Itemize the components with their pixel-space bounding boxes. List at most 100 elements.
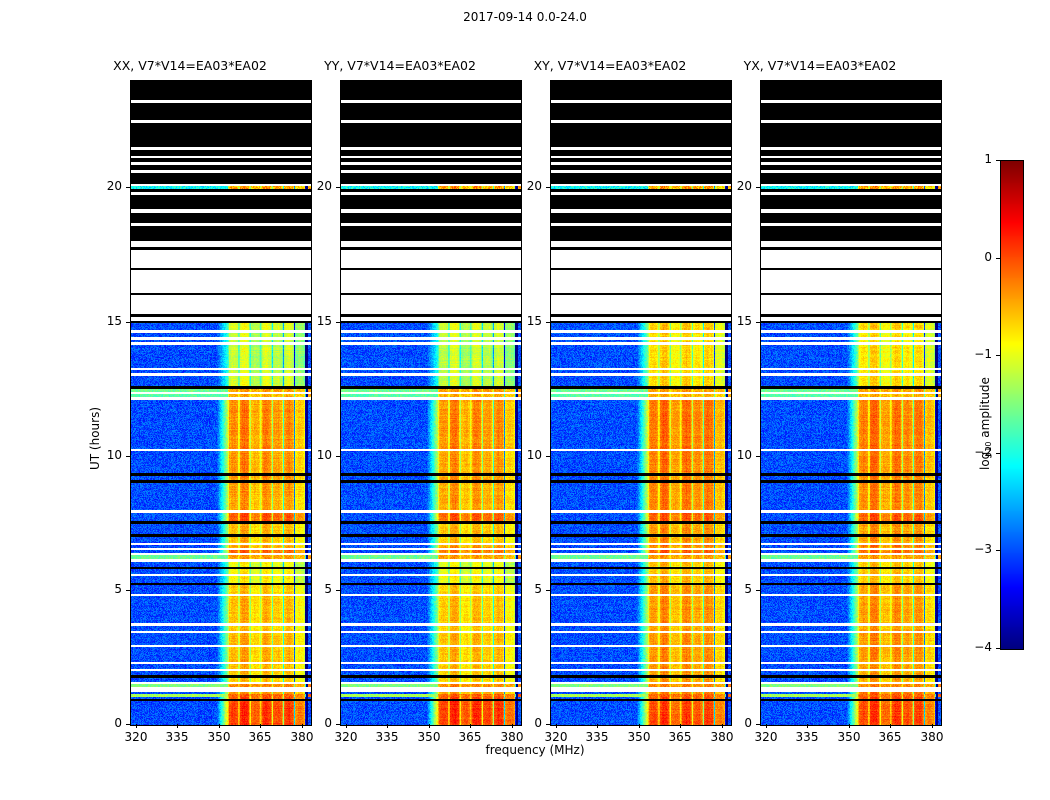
x-tick-label: 335 <box>165 730 189 744</box>
x-tick-label: 380 <box>290 730 314 744</box>
x-tick-label: 350 <box>207 730 231 744</box>
y-tick-mark <box>126 724 130 725</box>
x-tick-mark <box>177 724 178 728</box>
x-tick-mark <box>219 724 220 728</box>
colorbar-tick-label: −4 <box>974 640 992 654</box>
y-tick-mark <box>126 590 130 591</box>
colorbar-tick-mark <box>996 355 1000 356</box>
y-tick-mark <box>126 322 130 323</box>
y-tick-mark <box>756 590 760 591</box>
y-tick-mark <box>126 187 130 188</box>
y-tick-mark <box>546 724 550 725</box>
x-tick-mark <box>722 724 723 728</box>
figure-suptitle: 2017-09-14 0.0-24.0 <box>463 10 587 24</box>
colorbar-tick-mark <box>996 550 1000 551</box>
waterfall-panel-yx[interactable] <box>760 80 942 726</box>
x-tick-mark <box>766 724 767 728</box>
y-tick-mark <box>336 187 340 188</box>
y-tick-mark <box>336 322 340 323</box>
y-tick-mark <box>546 187 550 188</box>
x-tick-mark <box>680 724 681 728</box>
colorbar-tick-label: 0 <box>984 250 992 264</box>
colorbar-tick-mark <box>996 160 1000 161</box>
x-tick-label: 320 <box>124 730 148 744</box>
y-tick-label: 10 <box>316 448 332 462</box>
y-tick-mark <box>756 322 760 323</box>
x-tick-mark <box>387 724 388 728</box>
panel-title-xx: XX, V7*V14=EA03*EA02 <box>113 58 267 73</box>
x-tick-label: 380 <box>920 730 944 744</box>
y-tick-label: 5 <box>324 582 332 596</box>
y-tick-mark <box>546 456 550 457</box>
waterfall-image-yx <box>761 81 941 725</box>
x-tick-mark <box>556 724 557 728</box>
colorbar-gradient <box>1001 161 1023 649</box>
y-tick-label: 20 <box>316 179 332 193</box>
x-tick-label: 320 <box>544 730 568 744</box>
y-tick-label: 10 <box>526 448 542 462</box>
y-tick-label: 15 <box>106 314 122 328</box>
colorbar-tick-mark <box>996 453 1000 454</box>
x-tick-mark <box>512 724 513 728</box>
y-tick-label: 5 <box>534 582 542 596</box>
y-tick-label: 5 <box>744 582 752 596</box>
x-tick-label: 380 <box>710 730 734 744</box>
y-tick-mark <box>756 456 760 457</box>
x-tick-mark <box>346 724 347 728</box>
x-tick-mark <box>890 724 891 728</box>
colorbar[interactable] <box>1000 160 1024 650</box>
waterfall-panel-xx[interactable] <box>130 80 312 726</box>
y-tick-label: 0 <box>744 716 752 730</box>
y-tick-mark <box>126 456 130 457</box>
x-tick-mark <box>429 724 430 728</box>
x-tick-mark <box>136 724 137 728</box>
y-tick-mark <box>336 590 340 591</box>
y-tick-mark <box>336 724 340 725</box>
waterfall-image-xy <box>551 81 731 725</box>
x-tick-label: 350 <box>417 730 441 744</box>
x-tick-label: 350 <box>837 730 861 744</box>
y-tick-mark <box>546 590 550 591</box>
x-tick-label: 350 <box>627 730 651 744</box>
x-tick-label: 335 <box>585 730 609 744</box>
x-tick-label: 320 <box>334 730 358 744</box>
y-tick-label: 15 <box>316 314 332 328</box>
y-tick-label: 15 <box>526 314 542 328</box>
waterfall-panel-xy[interactable] <box>550 80 732 726</box>
y-tick-label: 10 <box>736 448 752 462</box>
x-axis-label: frequency (MHz) <box>485 743 585 757</box>
y-tick-label: 0 <box>324 716 332 730</box>
waterfall-image-xx <box>131 81 311 725</box>
y-tick-label: 5 <box>114 582 122 596</box>
x-tick-mark <box>932 724 933 728</box>
y-tick-label: 0 <box>534 716 542 730</box>
x-tick-mark <box>470 724 471 728</box>
x-tick-label: 365 <box>878 730 902 744</box>
waterfall-image-yy <box>341 81 521 725</box>
x-tick-mark <box>639 724 640 728</box>
x-tick-label: 335 <box>375 730 399 744</box>
x-tick-label: 320 <box>754 730 778 744</box>
x-tick-mark <box>302 724 303 728</box>
y-tick-label: 20 <box>526 179 542 193</box>
x-tick-mark <box>807 724 808 728</box>
waterfall-panel-yy[interactable] <box>340 80 522 726</box>
colorbar-tick-label: −3 <box>974 542 992 556</box>
y-tick-label: 0 <box>114 716 122 730</box>
x-tick-label: 380 <box>500 730 524 744</box>
panel-title-xy: XY, V7*V14=EA03*EA02 <box>533 58 687 73</box>
colorbar-tick-mark <box>996 258 1000 259</box>
colorbar-label-suffix: amplitude <box>978 377 992 442</box>
y-tick-mark <box>756 724 760 725</box>
y-tick-mark <box>756 187 760 188</box>
colorbar-tick-mark <box>996 648 1000 649</box>
x-tick-mark <box>849 724 850 728</box>
y-tick-mark <box>336 456 340 457</box>
panel-title-yy: YY, V7*V14=EA03*EA02 <box>324 58 476 73</box>
x-tick-label: 365 <box>668 730 692 744</box>
colorbar-tick-label: −2 <box>974 445 992 459</box>
x-tick-mark <box>260 724 261 728</box>
y-tick-label: 20 <box>736 179 752 193</box>
y-tick-mark <box>546 322 550 323</box>
